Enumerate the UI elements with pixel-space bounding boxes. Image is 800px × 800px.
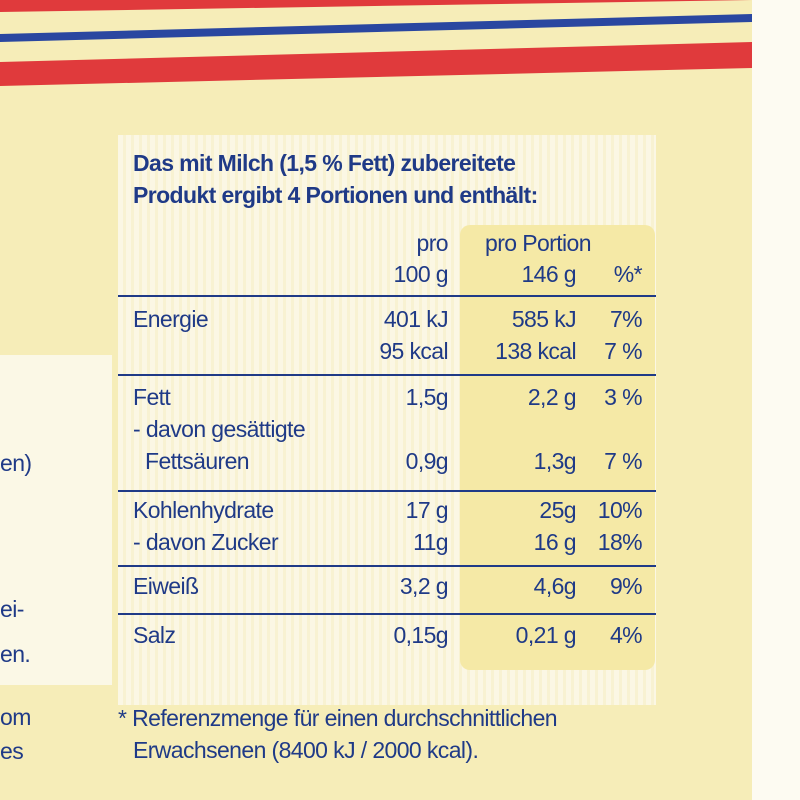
footnote-line: Erwachsenen (8400 kJ / 2000 kcal). bbox=[133, 737, 479, 763]
row-pct: 4% bbox=[609, 622, 643, 648]
row-pct: 3 % bbox=[604, 384, 642, 410]
col-header: %* bbox=[613, 261, 643, 287]
row-per100: 401 kJ bbox=[383, 306, 449, 332]
row-label: Kohlenhydrate bbox=[133, 497, 274, 523]
row-label: Fettsäuren bbox=[145, 448, 250, 474]
left-fragment: ei- bbox=[0, 596, 24, 622]
heading-line: Das mit Milch (1,5 % Fett) zubereitete bbox=[133, 150, 516, 176]
row-portion: 0,21 g bbox=[515, 622, 577, 648]
divider bbox=[118, 565, 656, 567]
row-per100: 3,2 g bbox=[399, 573, 449, 599]
left-text-panel bbox=[0, 355, 112, 685]
row-portion: 138 kcal bbox=[495, 338, 576, 364]
divider bbox=[118, 490, 656, 492]
row-per100: 0,9g bbox=[405, 448, 449, 474]
row-portion: 585 kJ bbox=[511, 306, 577, 332]
row-pct: 7 % bbox=[604, 338, 642, 364]
col-header: pro Portion bbox=[485, 230, 592, 256]
col-header: 100 g bbox=[393, 261, 448, 287]
row-portion: 4,6g bbox=[533, 573, 577, 599]
row-pct: 7% bbox=[609, 306, 643, 332]
row-pct: 10% bbox=[597, 497, 643, 523]
flag-stripes bbox=[0, 0, 752, 86]
col-header: pro bbox=[416, 230, 449, 256]
row-portion: 25g bbox=[539, 497, 576, 523]
row-pct: 18% bbox=[597, 529, 643, 555]
row-label: Energie bbox=[133, 306, 209, 332]
package-edge bbox=[752, 0, 800, 800]
row-per100: 11g bbox=[413, 529, 448, 555]
row-per100: 0,15g bbox=[393, 622, 448, 648]
row-portion: 16 g bbox=[533, 529, 577, 555]
row-label: - davon gesättigte bbox=[133, 416, 306, 442]
row-per100: 1,5g bbox=[405, 384, 449, 410]
row-pct: 9% bbox=[609, 573, 643, 599]
row-per100: 17 g bbox=[405, 497, 449, 523]
divider bbox=[118, 374, 656, 376]
portion-column-highlight bbox=[460, 225, 655, 670]
divider bbox=[118, 295, 656, 297]
row-portion: 1,3g bbox=[533, 448, 577, 474]
red-stripe-top bbox=[0, 0, 752, 12]
blue-stripe bbox=[0, 14, 752, 42]
red-stripe-bottom bbox=[0, 42, 752, 86]
footnote-line: * Referenzmenge für einen durchschnittli… bbox=[118, 705, 558, 731]
row-label: - davon Zucker bbox=[133, 529, 279, 555]
divider bbox=[118, 613, 656, 615]
row-label: Salz bbox=[133, 622, 176, 648]
left-fragment: en) bbox=[0, 450, 32, 476]
row-label: Eiweiß bbox=[133, 573, 199, 599]
row-per100: 95 kcal bbox=[379, 338, 448, 364]
heading-line: Produkt ergibt 4 Portionen und enthält: bbox=[133, 182, 538, 208]
col-header: 146 g bbox=[521, 261, 576, 287]
left-fragment: es bbox=[0, 738, 24, 764]
row-portion: 2,2 g bbox=[527, 384, 577, 410]
row-label: Fett bbox=[133, 384, 171, 410]
row-pct: 7 % bbox=[604, 448, 642, 474]
left-fragment: en. bbox=[0, 641, 31, 667]
left-fragment: om bbox=[0, 704, 31, 730]
